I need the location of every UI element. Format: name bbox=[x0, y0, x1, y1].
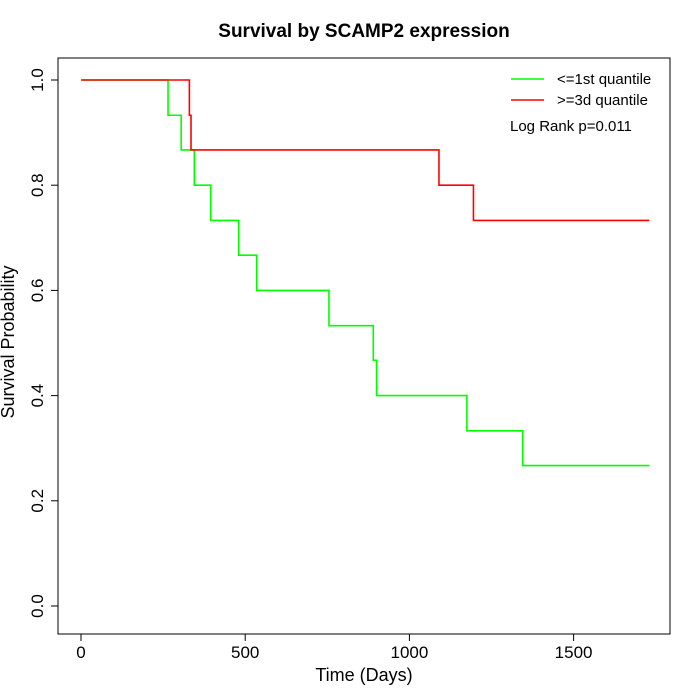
plot-frame bbox=[57, 57, 671, 635]
y-axis-label: Survival Probability bbox=[0, 265, 18, 418]
legend-label-high: >=3d quantile bbox=[557, 92, 648, 109]
x-tick-label: 1000 bbox=[390, 643, 428, 662]
y-tick-label: 0.6 bbox=[28, 279, 47, 303]
log-rank-annotation: Log Rank p=0.011 bbox=[510, 118, 632, 135]
chart-title: Survival by SCAMP2 expression bbox=[218, 21, 509, 42]
series-line-low bbox=[81, 79, 650, 467]
x-tick-label: 500 bbox=[231, 643, 259, 662]
y-tick-label: 1.0 bbox=[28, 68, 47, 92]
y-axis: 0.0 0.2 0.4 0.6 0.8 1.0 bbox=[28, 68, 59, 618]
y-tick-label: 0.2 bbox=[28, 489, 47, 513]
x-tick-label: 0 bbox=[76, 643, 85, 662]
legend-label-low: <=1st quantile bbox=[557, 71, 651, 88]
x-axis-label: Time (Days) bbox=[315, 665, 412, 685]
x-tick-label: 1500 bbox=[555, 643, 593, 662]
legend: <=1st quantile >=3d quantile bbox=[511, 71, 651, 109]
y-tick-label: 0.8 bbox=[28, 173, 47, 197]
y-tick-label: 0.0 bbox=[28, 594, 47, 618]
y-tick-label: 0.4 bbox=[28, 384, 47, 408]
series-layer bbox=[81, 79, 650, 467]
x-axis: 0 500 1000 1500 bbox=[76, 633, 593, 662]
series-line-high bbox=[81, 79, 650, 222]
